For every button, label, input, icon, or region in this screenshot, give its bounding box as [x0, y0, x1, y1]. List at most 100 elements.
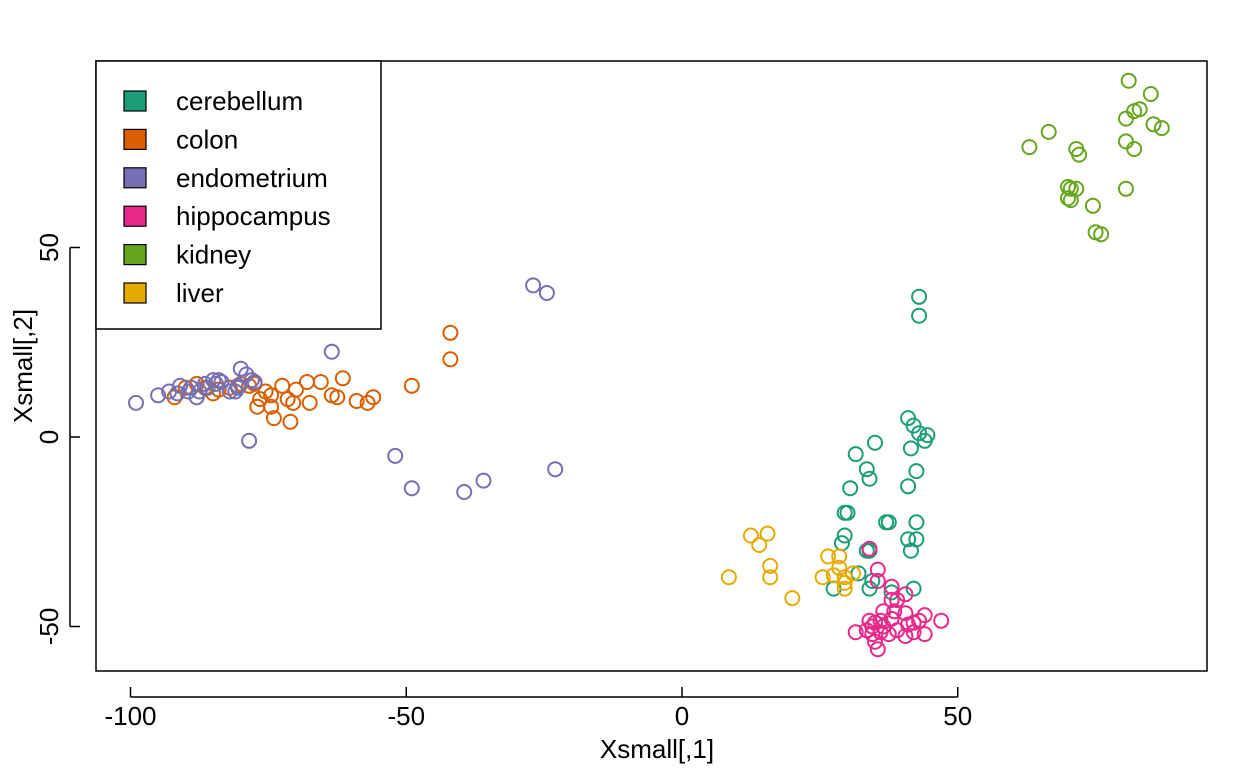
legend-swatch-colon: [123, 128, 147, 150]
x-axis-label: Xsmall[,1]: [600, 734, 714, 764]
point-cerebellum-14: [900, 478, 917, 495]
legend: cerebellum colon endometrium hippocampus kid…: [95, 60, 382, 330]
point-kidney-0: [1120, 72, 1137, 89]
point-hippocampus-1: [869, 561, 886, 578]
y-tick-label-0: 0: [34, 430, 64, 444]
point-kidney-10: [1021, 139, 1038, 156]
point-cerebellum-7: [902, 440, 919, 457]
point-kidney-17: [1062, 192, 1079, 209]
point-colon-12: [288, 381, 304, 398]
point-liver-6: [820, 548, 837, 565]
point-endometrium-9: [128, 394, 144, 411]
y-tick-label-50: 50: [34, 233, 64, 262]
x-axis: -100 -50 0 50: [104, 687, 972, 731]
point-endometrium-12: [169, 385, 186, 402]
point-liver-14: [836, 580, 853, 597]
point-cerebellum-0: [911, 288, 928, 305]
point-kidney-18: [1118, 180, 1134, 197]
points-layer: [128, 72, 1170, 658]
point-colon-17: [265, 410, 282, 427]
point-kidney-4: [1118, 110, 1134, 127]
x-tick-label--50: -50: [387, 701, 425, 731]
point-colon-21: [252, 391, 269, 408]
point-hippocampus-29: [869, 641, 886, 658]
point-colon-16: [274, 377, 291, 394]
point-kidney-1: [1142, 86, 1159, 102]
point-cerebellum-19: [908, 514, 925, 531]
point-endometrium-6: [475, 472, 492, 489]
point-kidney-5: [1145, 116, 1162, 133]
point-endometrium-29: [230, 379, 246, 396]
point-cerebellum-13: [842, 480, 859, 497]
point-colon-5: [348, 393, 365, 409]
point-liver-10: [825, 567, 842, 584]
point-kidney-8: [1126, 141, 1143, 157]
point-hippocampus-6: [889, 592, 906, 608]
point-cerebellum-10: [908, 463, 925, 480]
point-cerebellum-8: [867, 434, 883, 451]
point-cerebellum-30: [905, 580, 922, 597]
point-kidney-7: [1118, 133, 1134, 150]
legend-swatch-cerebellum: [123, 90, 147, 112]
point-cerebellum-16: [836, 504, 853, 521]
point-endometrium-10: [150, 387, 167, 404]
x-tick-label-50: 50: [943, 701, 972, 731]
x-tick-label--100: -100: [104, 701, 156, 731]
point-colon-9: [312, 374, 329, 390]
point-endometrium-8: [241, 432, 258, 449]
point-hippocampus-28: [867, 633, 883, 650]
point-hippocampus-26: [905, 624, 922, 641]
series-hippocampus: [847, 540, 950, 658]
point-colon-6: [334, 370, 351, 387]
point-endometrium-7: [547, 461, 564, 478]
legend-swatch-liver: [123, 282, 147, 304]
point-endometrium-1: [538, 285, 555, 301]
point-endometrium-14: [180, 383, 197, 400]
series-liver: [720, 525, 861, 607]
point-hippocampus-4: [897, 586, 914, 603]
point-liver-11: [814, 569, 831, 586]
point-hippocampus-19: [847, 624, 864, 641]
point-hippocampus-2: [869, 573, 886, 589]
series-kidney: [1021, 72, 1170, 243]
legend-swatch-kidney: [123, 244, 147, 266]
point-colon-14: [282, 413, 299, 430]
point-cerebellum-1: [911, 307, 928, 324]
point-endometrium-2: [323, 343, 340, 360]
legend-label-endometrium: endometrium: [176, 163, 328, 193]
y-tick-label--50: -50: [34, 608, 64, 646]
series-cerebellum: [825, 288, 936, 601]
point-hippocampus-25: [897, 628, 914, 644]
point-liver-2: [751, 537, 768, 553]
legend-swatch-endometrium: [123, 167, 147, 189]
point-endometrium-0: [525, 277, 542, 294]
point-colon-8: [323, 387, 340, 404]
legend-label-cerebellum: cerebellum: [176, 86, 303, 116]
point-hippocampus-5: [883, 592, 900, 608]
point-liver-4: [720, 569, 737, 586]
point-kidney-21: [1093, 226, 1110, 243]
point-endometrium-4: [403, 480, 420, 497]
point-endometrium-5: [456, 484, 473, 500]
point-liver-3: [762, 557, 779, 574]
point-kidney-16: [1060, 190, 1076, 207]
point-colon-22: [249, 398, 266, 415]
point-hippocampus-8: [886, 603, 903, 620]
point-cerebellum-6: [916, 432, 933, 449]
y-axis: -50 0 50: [34, 233, 80, 645]
point-hippocampus-9: [897, 605, 914, 622]
point-kidney-14: [1062, 180, 1079, 197]
point-cerebellum-24: [902, 542, 919, 559]
series-colon: [166, 324, 459, 430]
point-endometrium-19: [205, 372, 222, 389]
point-liver-9: [836, 569, 853, 586]
point-hippocampus-11: [933, 612, 950, 629]
point-endometrium-3: [387, 447, 404, 464]
point-kidney-12: [1071, 146, 1088, 163]
point-colon-11: [299, 374, 315, 390]
point-endometrium-13: [172, 377, 189, 394]
legend-swatch-hippocampus: [123, 205, 147, 227]
point-colon-10: [301, 394, 318, 411]
legend-label-kidney: kidney: [176, 240, 251, 270]
